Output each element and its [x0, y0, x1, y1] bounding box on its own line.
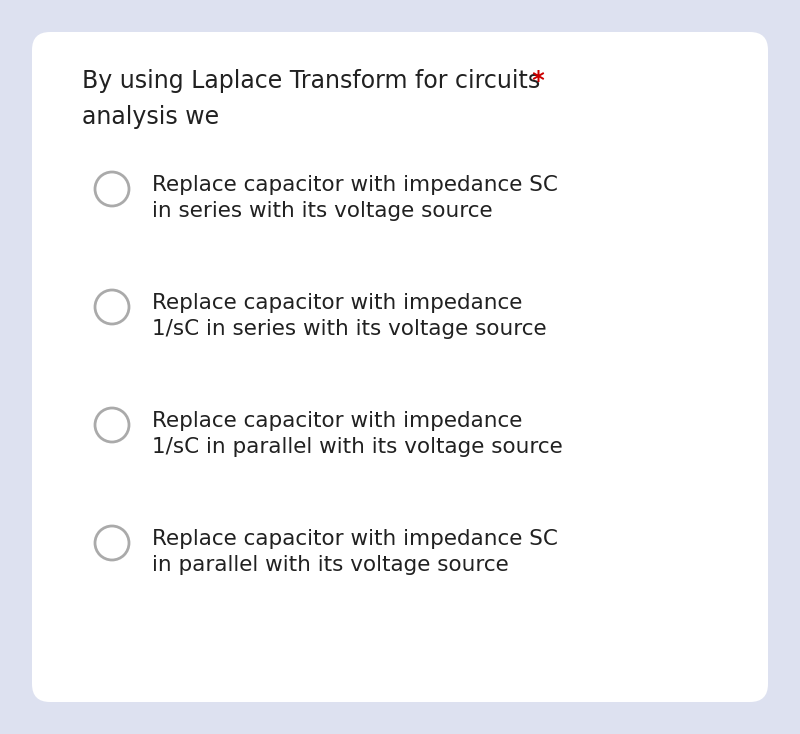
- Text: analysis we: analysis we: [82, 105, 219, 129]
- Text: By using Laplace Transform for circuits: By using Laplace Transform for circuits: [82, 69, 540, 93]
- Text: *: *: [524, 69, 545, 93]
- Text: Replace capacitor with impedance SC
in series with its voltage source: Replace capacitor with impedance SC in s…: [152, 175, 558, 222]
- FancyBboxPatch shape: [32, 32, 768, 702]
- Text: Replace capacitor with impedance
1/sC in parallel with its voltage source: Replace capacitor with impedance 1/sC in…: [152, 411, 562, 457]
- Text: Replace capacitor with impedance
1/sC in series with its voltage source: Replace capacitor with impedance 1/sC in…: [152, 293, 546, 339]
- Circle shape: [95, 526, 129, 560]
- Text: Replace capacitor with impedance SC
in parallel with its voltage source: Replace capacitor with impedance SC in p…: [152, 529, 558, 575]
- Circle shape: [95, 290, 129, 324]
- Circle shape: [95, 408, 129, 442]
- Circle shape: [95, 172, 129, 206]
